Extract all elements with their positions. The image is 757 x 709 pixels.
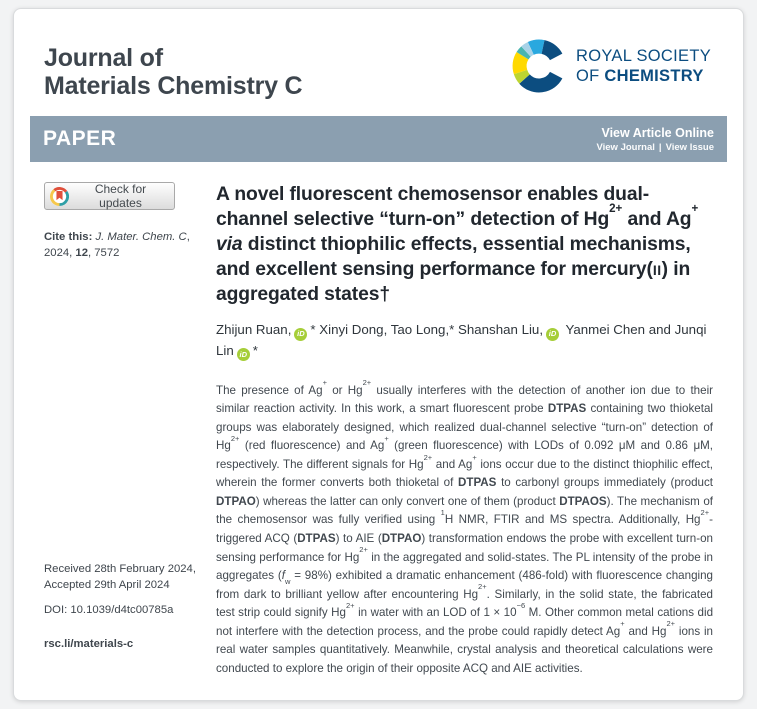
journal-title-line2: Materials Chemistry C bbox=[44, 71, 303, 100]
rsc-c-mark-icon bbox=[512, 39, 563, 93]
doi-text: DOI: 10.1039/d4tc00785a bbox=[44, 604, 174, 617]
orcid-icon[interactable]: iD bbox=[294, 327, 308, 341]
orcid-icon[interactable]: iD bbox=[546, 327, 560, 341]
sidebar-dates-block: Received 28th February 2024, Accepted 29… bbox=[44, 561, 200, 678]
journal-title: Journal of Materials Chemistry C bbox=[44, 44, 303, 100]
abstract-text: The presence of Ag+ or Hg2+ usually inte… bbox=[216, 378, 714, 675]
rsc-logo: ROYAL SOCIETY OF CHEMISTRY bbox=[512, 39, 711, 93]
article-sidebar: Check for updates Cite this: J. Mater. C… bbox=[44, 182, 200, 678]
link-separator: | bbox=[658, 141, 662, 153]
rsc-wordmark-of: OF bbox=[575, 67, 605, 85]
view-links: View Journal | View Issue bbox=[596, 142, 714, 153]
article-first-page: Journal of Materials Chemistry C ROYAL S… bbox=[13, 8, 744, 702]
journal-url-link[interactable]: rsc.li/materials-c bbox=[44, 638, 134, 651]
rsc-wordmark-line2: OF CHEMISTRY bbox=[576, 66, 711, 86]
banner-links: View Article Online View Journal | View Is… bbox=[596, 126, 714, 153]
check-for-updates-button[interactable]: Check for updates bbox=[44, 182, 175, 210]
rsc-wordmark-chemistry: CHEMISTRY bbox=[604, 67, 704, 85]
journal-title-line1: Journal of bbox=[44, 44, 163, 72]
view-article-online-link[interactable]: View Article Online bbox=[601, 125, 714, 140]
article-title: A novel fluorescent chemosensor enables … bbox=[216, 184, 699, 306]
received-accepted: Received 28th February 2024, Accepted 29… bbox=[44, 561, 200, 593]
article-content: Check for updates Cite this: J. Mater. C… bbox=[30, 162, 727, 686]
rsc-wordmark-line1: ROYAL SOCIETY bbox=[575, 46, 711, 65]
citation-info: Cite this: J. Mater. Chem. C, 2024, 12, … bbox=[44, 231, 190, 260]
view-issue-link[interactable]: View Issue bbox=[665, 141, 714, 153]
crossmark-icon bbox=[50, 186, 69, 206]
orcid-icon[interactable]: iD bbox=[236, 348, 250, 362]
author-list: Zhijun Ruan, iD * Xinyi Dong, Tao Long,* S… bbox=[216, 320, 713, 362]
rsc-wordmark: ROYAL SOCIETY OF CHEMISTRY bbox=[576, 46, 711, 86]
article-main: A novel fluorescent chemosensor enables … bbox=[216, 182, 713, 678]
received-date: Received 28th February 2024, bbox=[44, 563, 196, 576]
article-type-label: PAPER bbox=[43, 127, 117, 150]
check-for-updates-label: Check for updates bbox=[94, 182, 147, 210]
article-type-banner: PAPER View Article Online View Journal | V… bbox=[30, 116, 727, 162]
page-header: Journal of Materials Chemistry C ROYAL S… bbox=[30, 35, 727, 100]
view-journal-link[interactable]: View Journal bbox=[596, 141, 655, 153]
accepted-date: Accepted 29th April 2024 bbox=[44, 579, 170, 592]
